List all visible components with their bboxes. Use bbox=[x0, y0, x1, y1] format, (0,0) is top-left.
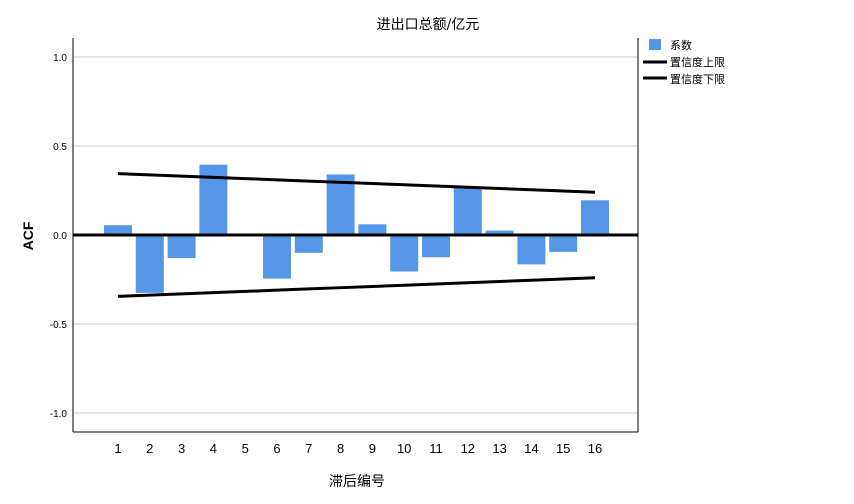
y-tick-label: 0.0 bbox=[53, 231, 67, 242]
bar bbox=[517, 235, 546, 265]
y-tick-label: -1.0 bbox=[50, 409, 68, 420]
y-axis-title: ACF bbox=[20, 221, 36, 250]
x-tick-label: 10 bbox=[397, 441, 411, 456]
bar bbox=[390, 235, 419, 272]
bar bbox=[167, 235, 196, 259]
x-tick-label: 7 bbox=[305, 441, 312, 456]
y-tick-label: -0.5 bbox=[50, 320, 68, 331]
x-tick-label: 12 bbox=[461, 441, 475, 456]
legend-label: 系数 bbox=[670, 39, 692, 52]
bar bbox=[326, 174, 355, 235]
x-tick-label: 8 bbox=[337, 441, 344, 456]
x-tick-label: 6 bbox=[273, 441, 280, 456]
x-tick-label: 3 bbox=[178, 441, 185, 456]
x-tick-label: 2 bbox=[146, 441, 153, 456]
x-tick-label: 14 bbox=[524, 441, 538, 456]
bar bbox=[453, 186, 482, 235]
chart-title: 进出口总额/亿元 bbox=[377, 17, 480, 33]
x-tick-label: 5 bbox=[242, 441, 249, 456]
x-tick-label: 11 bbox=[429, 441, 443, 456]
x-tick-labels: 1 2 3 4 5 6 7 8 9 10 11 12 13 14 15 16 bbox=[114, 441, 602, 456]
x-tick-label: 1 bbox=[114, 441, 121, 456]
bar bbox=[358, 224, 387, 235]
y-tick-labels: -1.0 -0.5 0.0 0.5 1.0 bbox=[50, 53, 68, 420]
bar bbox=[199, 164, 228, 235]
bar bbox=[581, 200, 609, 235]
x-tick-label: 16 bbox=[588, 441, 602, 456]
bar bbox=[549, 235, 578, 252]
x-axis-title: 滞后编号 bbox=[329, 474, 385, 490]
confidence-lines bbox=[117, 172, 596, 298]
bar bbox=[485, 230, 514, 235]
legend-label: 置信度下限 bbox=[670, 72, 725, 86]
x-tick-label: 15 bbox=[556, 441, 570, 456]
x-tick-label: 4 bbox=[210, 441, 217, 456]
upper-confidence-line bbox=[117, 172, 596, 194]
axes bbox=[72, 38, 639, 433]
y-tick-label: 1.0 bbox=[53, 53, 67, 64]
x-tick-label: 13 bbox=[492, 441, 506, 456]
lower-confidence-line bbox=[117, 276, 596, 298]
legend-label: 置信度上限 bbox=[670, 55, 725, 69]
y-tick-label: 0.5 bbox=[53, 142, 67, 153]
bar bbox=[135, 235, 164, 293]
legend-swatch-bar bbox=[649, 39, 661, 50]
bar bbox=[294, 235, 323, 253]
bar bbox=[422, 235, 450, 258]
bar bbox=[263, 235, 291, 279]
x-tick-label: 9 bbox=[369, 441, 376, 456]
bar bbox=[104, 225, 132, 235]
